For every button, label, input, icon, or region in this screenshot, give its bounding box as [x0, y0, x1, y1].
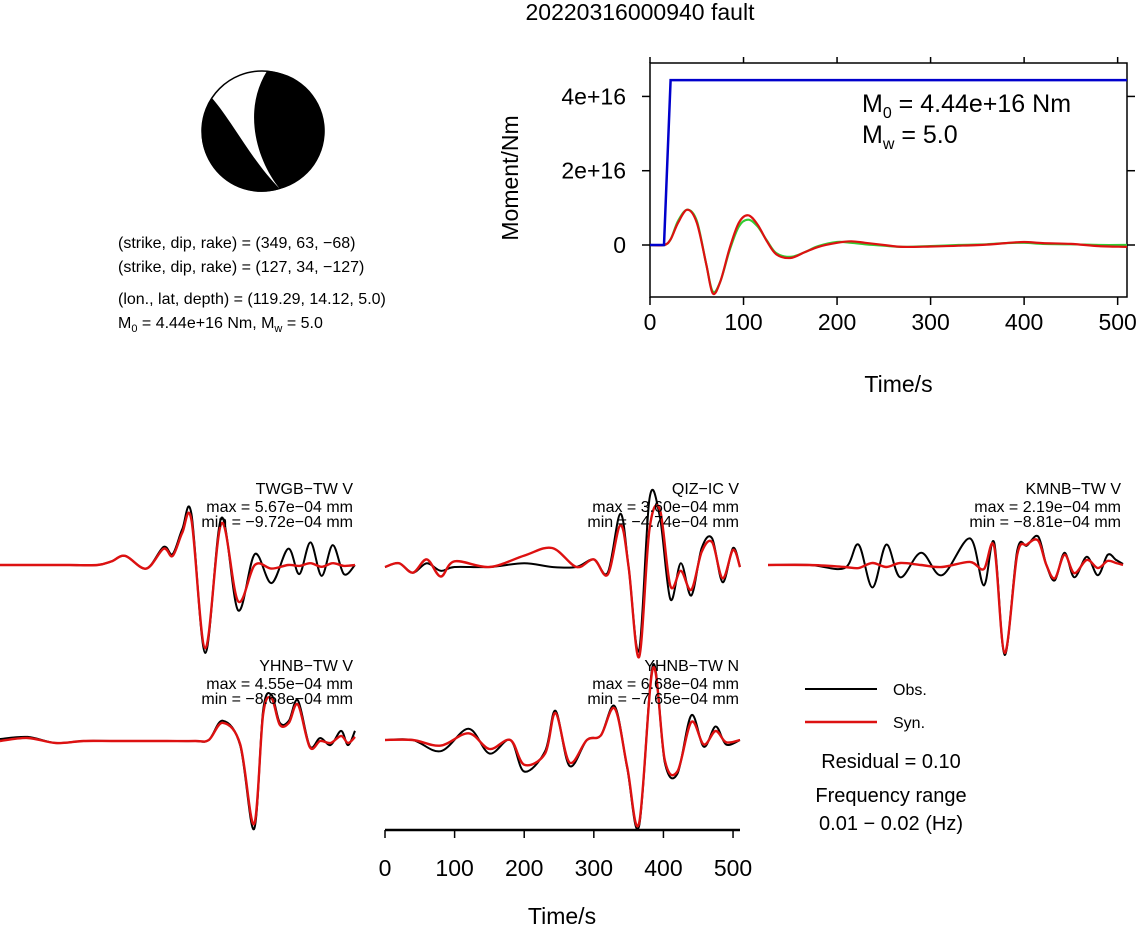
moment-series-group	[650, 78, 1127, 296]
waveform-time-axis: 0 100 200 300 400 500 Time/s	[379, 828, 752, 927]
waveform-x-tick-label: 100	[435, 855, 473, 881]
waveform-syn-trace	[0, 696, 356, 826]
legend-syn-label: Syn.	[893, 715, 925, 732]
waveform-x-tick-label: 300	[575, 855, 613, 881]
moment-plot: 0 100 200 300 400 500 0 2e+16 4e+16 Time/s Moment/…	[497, 57, 1137, 397]
residual-text: Residual = 0.10	[821, 751, 961, 773]
waveform-x-tick-label: 200	[505, 855, 543, 881]
beachball-compressional-quadrant-east	[254, 71, 325, 189]
moment-y-tick-label: 4e+16	[561, 83, 626, 109]
station-min-label: min = −8.68e−04 mm	[201, 691, 353, 708]
moment-x-tick-label: 100	[724, 309, 762, 335]
moment-x-tick-label: 0	[644, 309, 657, 335]
figure-title: 20220316000940 fault	[526, 0, 756, 25]
station-max-label: max = 4.55e−04 mm	[206, 676, 353, 693]
moment-annotation-m0: M0 = 4.44e+16 Nm	[862, 90, 1071, 122]
station-min-label: min = −7.65e−04 mm	[587, 691, 739, 708]
legend-obs-label: Obs.	[893, 682, 927, 699]
moment-x-tick-label: 300	[911, 309, 949, 335]
station-max-label: max = 2.19e−04 mm	[974, 499, 1121, 516]
moment-annotation-mw: Mw = 5.0	[862, 121, 958, 153]
station-min-label: min = −9.72e−04 mm	[201, 514, 353, 531]
location-text: (lon., lat, depth) = (119.29, 14.12, 5.0…	[118, 291, 386, 308]
station-name: YHNB−TW N	[644, 658, 739, 675]
moment-y-tick-label: 2e+16	[561, 158, 626, 184]
station-name: YHNB−TW V	[259, 658, 353, 675]
station-max-label: max = 3.60e−04 mm	[592, 499, 739, 516]
moment-x-tick-label: 400	[1005, 309, 1043, 335]
frequency-range-value: 0.01 − 0.02 (Hz)	[819, 813, 963, 835]
moment-series-rate_red	[650, 208, 1127, 296]
moment-y-axis-label: Moment/Nm	[497, 115, 523, 240]
station-max-label: max = 6.68e−04 mm	[592, 676, 739, 693]
legend: Obs. Syn.	[805, 682, 927, 732]
waveform-obs-trace	[767, 534, 1124, 657]
station-max-label: max = 5.67e−04 mm	[206, 499, 353, 516]
moment-x-tick-label: 500	[1098, 309, 1136, 335]
waveform-syn-trace	[384, 666, 741, 828]
station-name: KMNB−TW V	[1025, 481, 1121, 498]
frequency-range-label: Frequency range	[815, 785, 966, 807]
waveform-x-tick-label: 400	[644, 855, 682, 881]
beachball-compressional-quadrant-west	[201, 98, 280, 192]
station-min-label: min = −4.74e−04 mm	[587, 514, 739, 531]
waveform-syn-trace	[384, 504, 742, 659]
waveform-x-axis-label: Time/s	[528, 903, 596, 927]
waveform-x-tick-label: 0	[379, 855, 392, 881]
nodal-plane-1-text: (strike, dip, rake) = (349, 63, −68)	[118, 235, 355, 252]
station-name: QIZ−IC V	[672, 481, 739, 498]
moment-series-cumulative	[650, 78, 1127, 247]
moment-y-tick-label: 0	[613, 232, 626, 258]
waveform-syn-trace	[0, 511, 356, 650]
station-name: TWGB−TW V	[256, 481, 354, 498]
moment-x-axis-label: Time/s	[864, 371, 932, 397]
station-min-label: min = −8.81e−04 mm	[969, 514, 1121, 531]
waveform-x-tick-label: 500	[714, 855, 752, 881]
waveform-syn-trace	[767, 538, 1124, 655]
moment-magnitude-text: M0 = 4.44e+16 Nm, Mw = 5.0	[118, 315, 323, 335]
moment-plot-frame	[649, 62, 1128, 298]
focal-mechanism-beachball	[201, 70, 325, 192]
nodal-plane-2-text: (strike, dip, rake) = (127, 34, −127)	[118, 259, 364, 276]
beachball-outline	[201, 70, 323, 192]
moment-x-tick-label: 200	[818, 309, 856, 335]
